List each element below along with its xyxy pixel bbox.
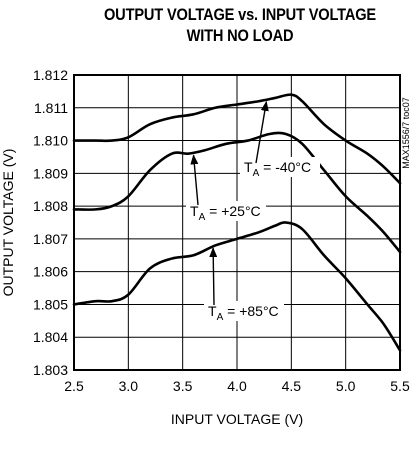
- y-tick-label: 1.807: [33, 231, 68, 247]
- annotation-arrow: [209, 247, 218, 306]
- grid: [74, 75, 400, 370]
- label-subscript: A: [199, 212, 206, 223]
- label-background: [186, 201, 266, 221]
- x-tick-label: 4.0: [227, 378, 247, 394]
- annotation-arrow: [255, 100, 269, 164]
- y-tick-label: 1.812: [33, 67, 68, 83]
- series-line-minus40c: [72, 93, 402, 185]
- y-tick-label: 1.804: [33, 329, 68, 345]
- label-subscript: A: [253, 168, 260, 179]
- label-rest: = -40°C: [259, 159, 311, 175]
- label-minus40c: TA = -40°C: [244, 159, 311, 179]
- figure-id-label: MAX1556/7 toc07: [401, 97, 411, 169]
- y-tick-label: 1.805: [33, 296, 68, 312]
- x-tick-label: 2.5: [64, 378, 84, 394]
- label-plus85c: TA = +85°C: [208, 303, 279, 323]
- y-tick-label: 1.806: [33, 264, 68, 280]
- chart-title: OUTPUT VOLTAGE vs. INPUT VOLTAGE: [103, 5, 377, 24]
- x-tick-label: 3.5: [173, 378, 193, 394]
- x-tick-label: 4.5: [282, 378, 302, 394]
- label-background: [204, 301, 284, 321]
- x-tick-label: 3.0: [119, 378, 139, 394]
- y-tick-label: 1.811: [34, 100, 68, 116]
- label-main: T: [208, 303, 217, 319]
- label-rest: = +85°C: [223, 303, 278, 319]
- x-axis-label: INPUT VOLTAGE (V): [171, 411, 303, 427]
- chart-subtitle: WITH NO LOAD: [186, 26, 294, 45]
- y-axis-label: OUTPUT VOLTAGE (V): [0, 149, 16, 297]
- series-line-plus85c: [72, 221, 402, 352]
- annotation-group: TA = -40°CTA = +25°CTA = +85°C: [186, 100, 320, 323]
- x-tick-label: 5.5: [390, 378, 410, 394]
- label-rest: = +25°C: [205, 203, 260, 219]
- annotation-arrow: [190, 154, 199, 206]
- label-main: T: [244, 159, 253, 175]
- y-tick-label: 1.810: [33, 133, 68, 149]
- x-tick-label: 5.0: [336, 378, 356, 394]
- series-line-plus25c: [72, 131, 402, 254]
- label-background: [240, 157, 320, 177]
- label-main: T: [190, 203, 199, 219]
- tick-labels: 2.5 3.0 3.5 4.0 4.5 5.0 5.5 1.812 1.811 1.810 1.80…: [33, 67, 410, 394]
- y-tick-label: 1.803: [33, 362, 68, 378]
- series-group: [72, 93, 402, 352]
- label-subscript: A: [217, 312, 224, 323]
- plot-frame: [73, 74, 401, 371]
- y-tick-label: 1.808: [33, 198, 68, 214]
- y-tick-label: 1.809: [33, 165, 68, 181]
- label-plus25c: TA = +25°C: [190, 203, 261, 223]
